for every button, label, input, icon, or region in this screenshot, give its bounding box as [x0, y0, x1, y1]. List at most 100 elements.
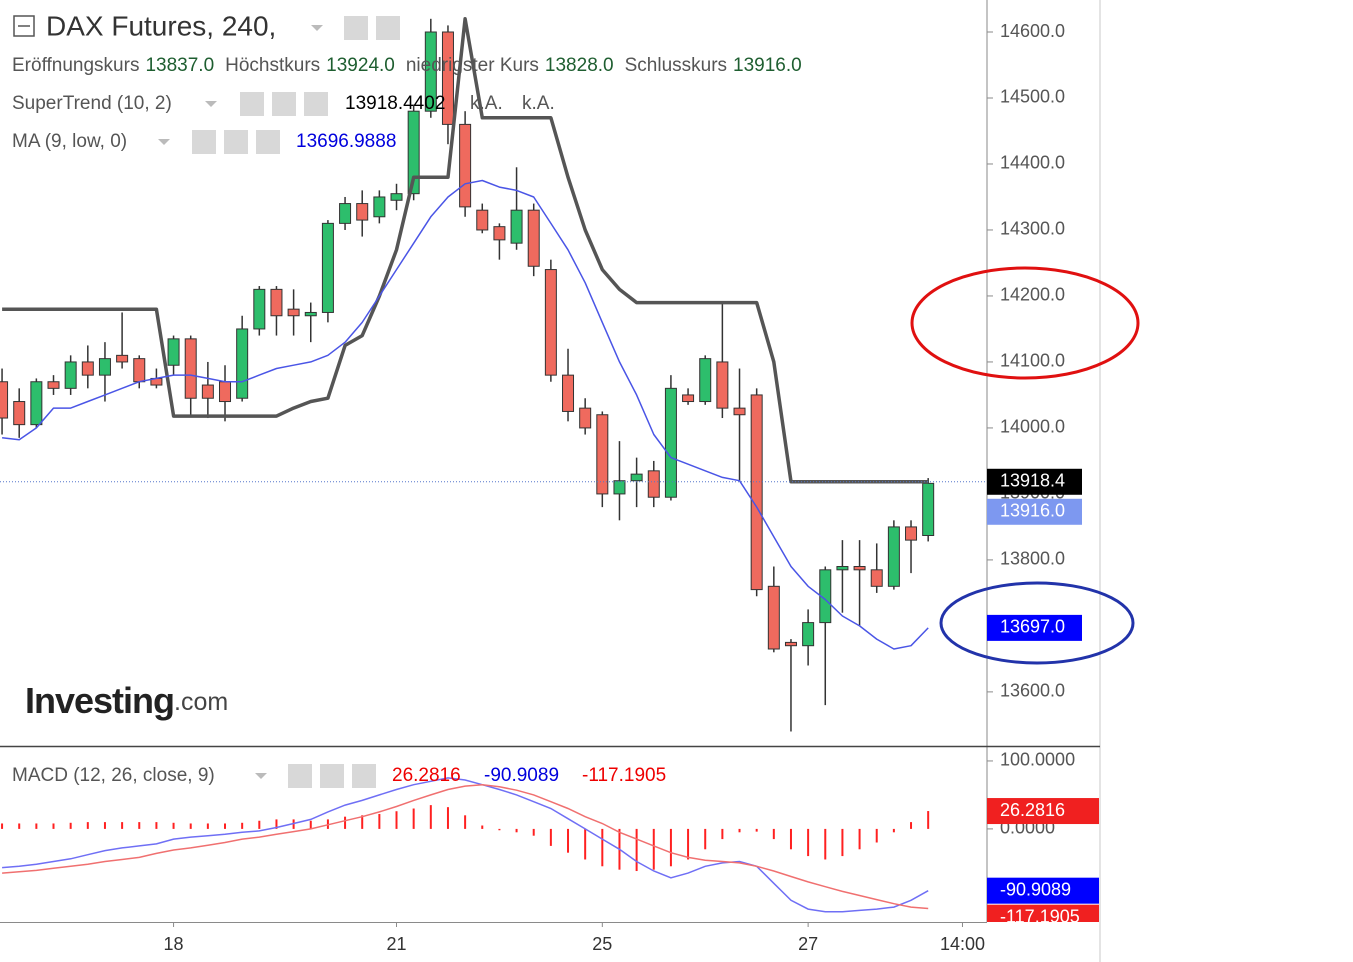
indicator-value: 13696.9888 [296, 131, 396, 152]
candle-body [13, 401, 26, 426]
candle-body [922, 482, 935, 536]
candle-body [544, 269, 557, 376]
settings-icon[interactable] [376, 16, 400, 40]
macd-pane [1, 777, 930, 913]
y-tick-label: 14200.0 [1000, 285, 1065, 305]
eye-icon[interactable] [344, 16, 368, 40]
indicator-name: SuperTrend (10, 2) [12, 93, 172, 114]
candle-body [870, 569, 883, 587]
candle-body [236, 328, 249, 399]
candle-body [0, 381, 9, 419]
ohlc-value: 13828.0 [545, 55, 614, 76]
candle-body [47, 381, 60, 389]
candle-body [287, 308, 300, 317]
candle-body [476, 209, 489, 231]
y-tick-label: 14500.0 [1000, 87, 1065, 107]
annotation-ellipse [910, 266, 1140, 380]
candle-body [836, 566, 849, 571]
price-label-box [987, 498, 1082, 525]
chart-title: DAX Futures, 240, [46, 10, 276, 41]
candle-body [459, 123, 472, 208]
indicator-value: 26.2816 [392, 765, 461, 786]
candle-body [184, 338, 197, 399]
candle-body [562, 374, 575, 412]
candle-body [373, 196, 386, 218]
price-pane: Investing.com [0, 17, 987, 732]
ohlc-name: Schlusskurs [625, 55, 727, 76]
candle-body [407, 110, 420, 195]
candle-body [750, 394, 763, 591]
candle-body [81, 361, 94, 376]
candle-body [390, 193, 403, 201]
candle-body [647, 470, 660, 498]
price-label: 13697.0 [1000, 617, 1065, 637]
candle-body [201, 384, 214, 399]
candle-body [424, 31, 437, 112]
candle-body [253, 288, 266, 330]
candle-body [579, 407, 592, 429]
price-label-box [987, 877, 1099, 904]
candle-body [64, 361, 77, 389]
candle-body [596, 414, 609, 495]
indicator-value: 13918.4402 [345, 93, 445, 114]
price-label-box [987, 614, 1082, 641]
macd-line [2, 777, 929, 913]
price-label-box [987, 798, 1099, 825]
candle-body [733, 407, 746, 416]
y-tick-label: 14600.0 [1000, 21, 1065, 41]
candle-body [784, 641, 797, 647]
close-icon[interactable] [352, 764, 376, 788]
dropdown-caret[interactable] [158, 139, 170, 145]
candle-body [630, 473, 643, 482]
dropdown-caret[interactable] [311, 25, 323, 31]
settings-icon[interactable] [320, 764, 344, 788]
candle-body [664, 387, 677, 498]
ohlc-name: Eröffnungskurs [12, 55, 139, 76]
watermark: Investing.com [25, 680, 228, 721]
x-tick-label: 27 [798, 934, 818, 954]
candle-body [699, 358, 712, 403]
watermark-domain: .com [174, 688, 228, 716]
legend: DAX Futures, 240, Eröffnungskurs 13837.0 Hö… [12, 10, 802, 788]
x-tick-label: 18 [164, 934, 184, 954]
eye-icon[interactable] [192, 130, 216, 154]
settings-icon[interactable] [224, 130, 248, 154]
candle-body [270, 288, 283, 317]
y-tick-label: 14100.0 [1000, 351, 1065, 371]
y-tick-label: 100.0000 [1000, 750, 1075, 770]
indicator-status: k.A. [470, 93, 503, 114]
annotation-ellipse [939, 581, 1135, 665]
x-tick-label: 25 [592, 934, 612, 954]
price-label: 13918.4 [1000, 471, 1065, 491]
dropdown-caret[interactable] [255, 773, 267, 779]
indicator-value: -117.1905 [582, 765, 666, 786]
candle-body [527, 209, 540, 267]
candle-body [493, 226, 506, 241]
macd-price-labels: 26.2816 -90.9089 -117.1905 [987, 798, 1099, 926]
candle-body [133, 358, 146, 383]
settings-icon[interactable] [272, 92, 296, 116]
eye-icon[interactable] [288, 764, 312, 788]
candle-body [510, 209, 523, 244]
candle-body [802, 622, 815, 647]
candle-body [613, 480, 626, 495]
indicator-line [2, 17, 929, 484]
indicator-value: -90.9089 [484, 765, 559, 786]
ohlc-legend: Eröffnungskurs 13837.0 Höchstkurs 13924.0 ni… [12, 55, 802, 76]
dropdown-caret[interactable] [205, 101, 217, 107]
y-tick-label: 14000.0 [1000, 417, 1065, 437]
candle-body [339, 203, 352, 224]
y-tick-label: 14400.0 [1000, 153, 1065, 173]
eye-icon[interactable] [240, 92, 264, 116]
collapse-icon[interactable] [13, 15, 35, 37]
price-label: -117.1905 [1000, 906, 1080, 926]
close-icon[interactable] [256, 130, 280, 154]
candle-body [682, 394, 695, 403]
close-icon[interactable] [304, 92, 328, 116]
macd-line [2, 783, 929, 910]
candle-body [304, 311, 317, 317]
indicator-status: k.A. [522, 93, 555, 114]
y-tick-label: 13600.0 [1000, 681, 1065, 701]
